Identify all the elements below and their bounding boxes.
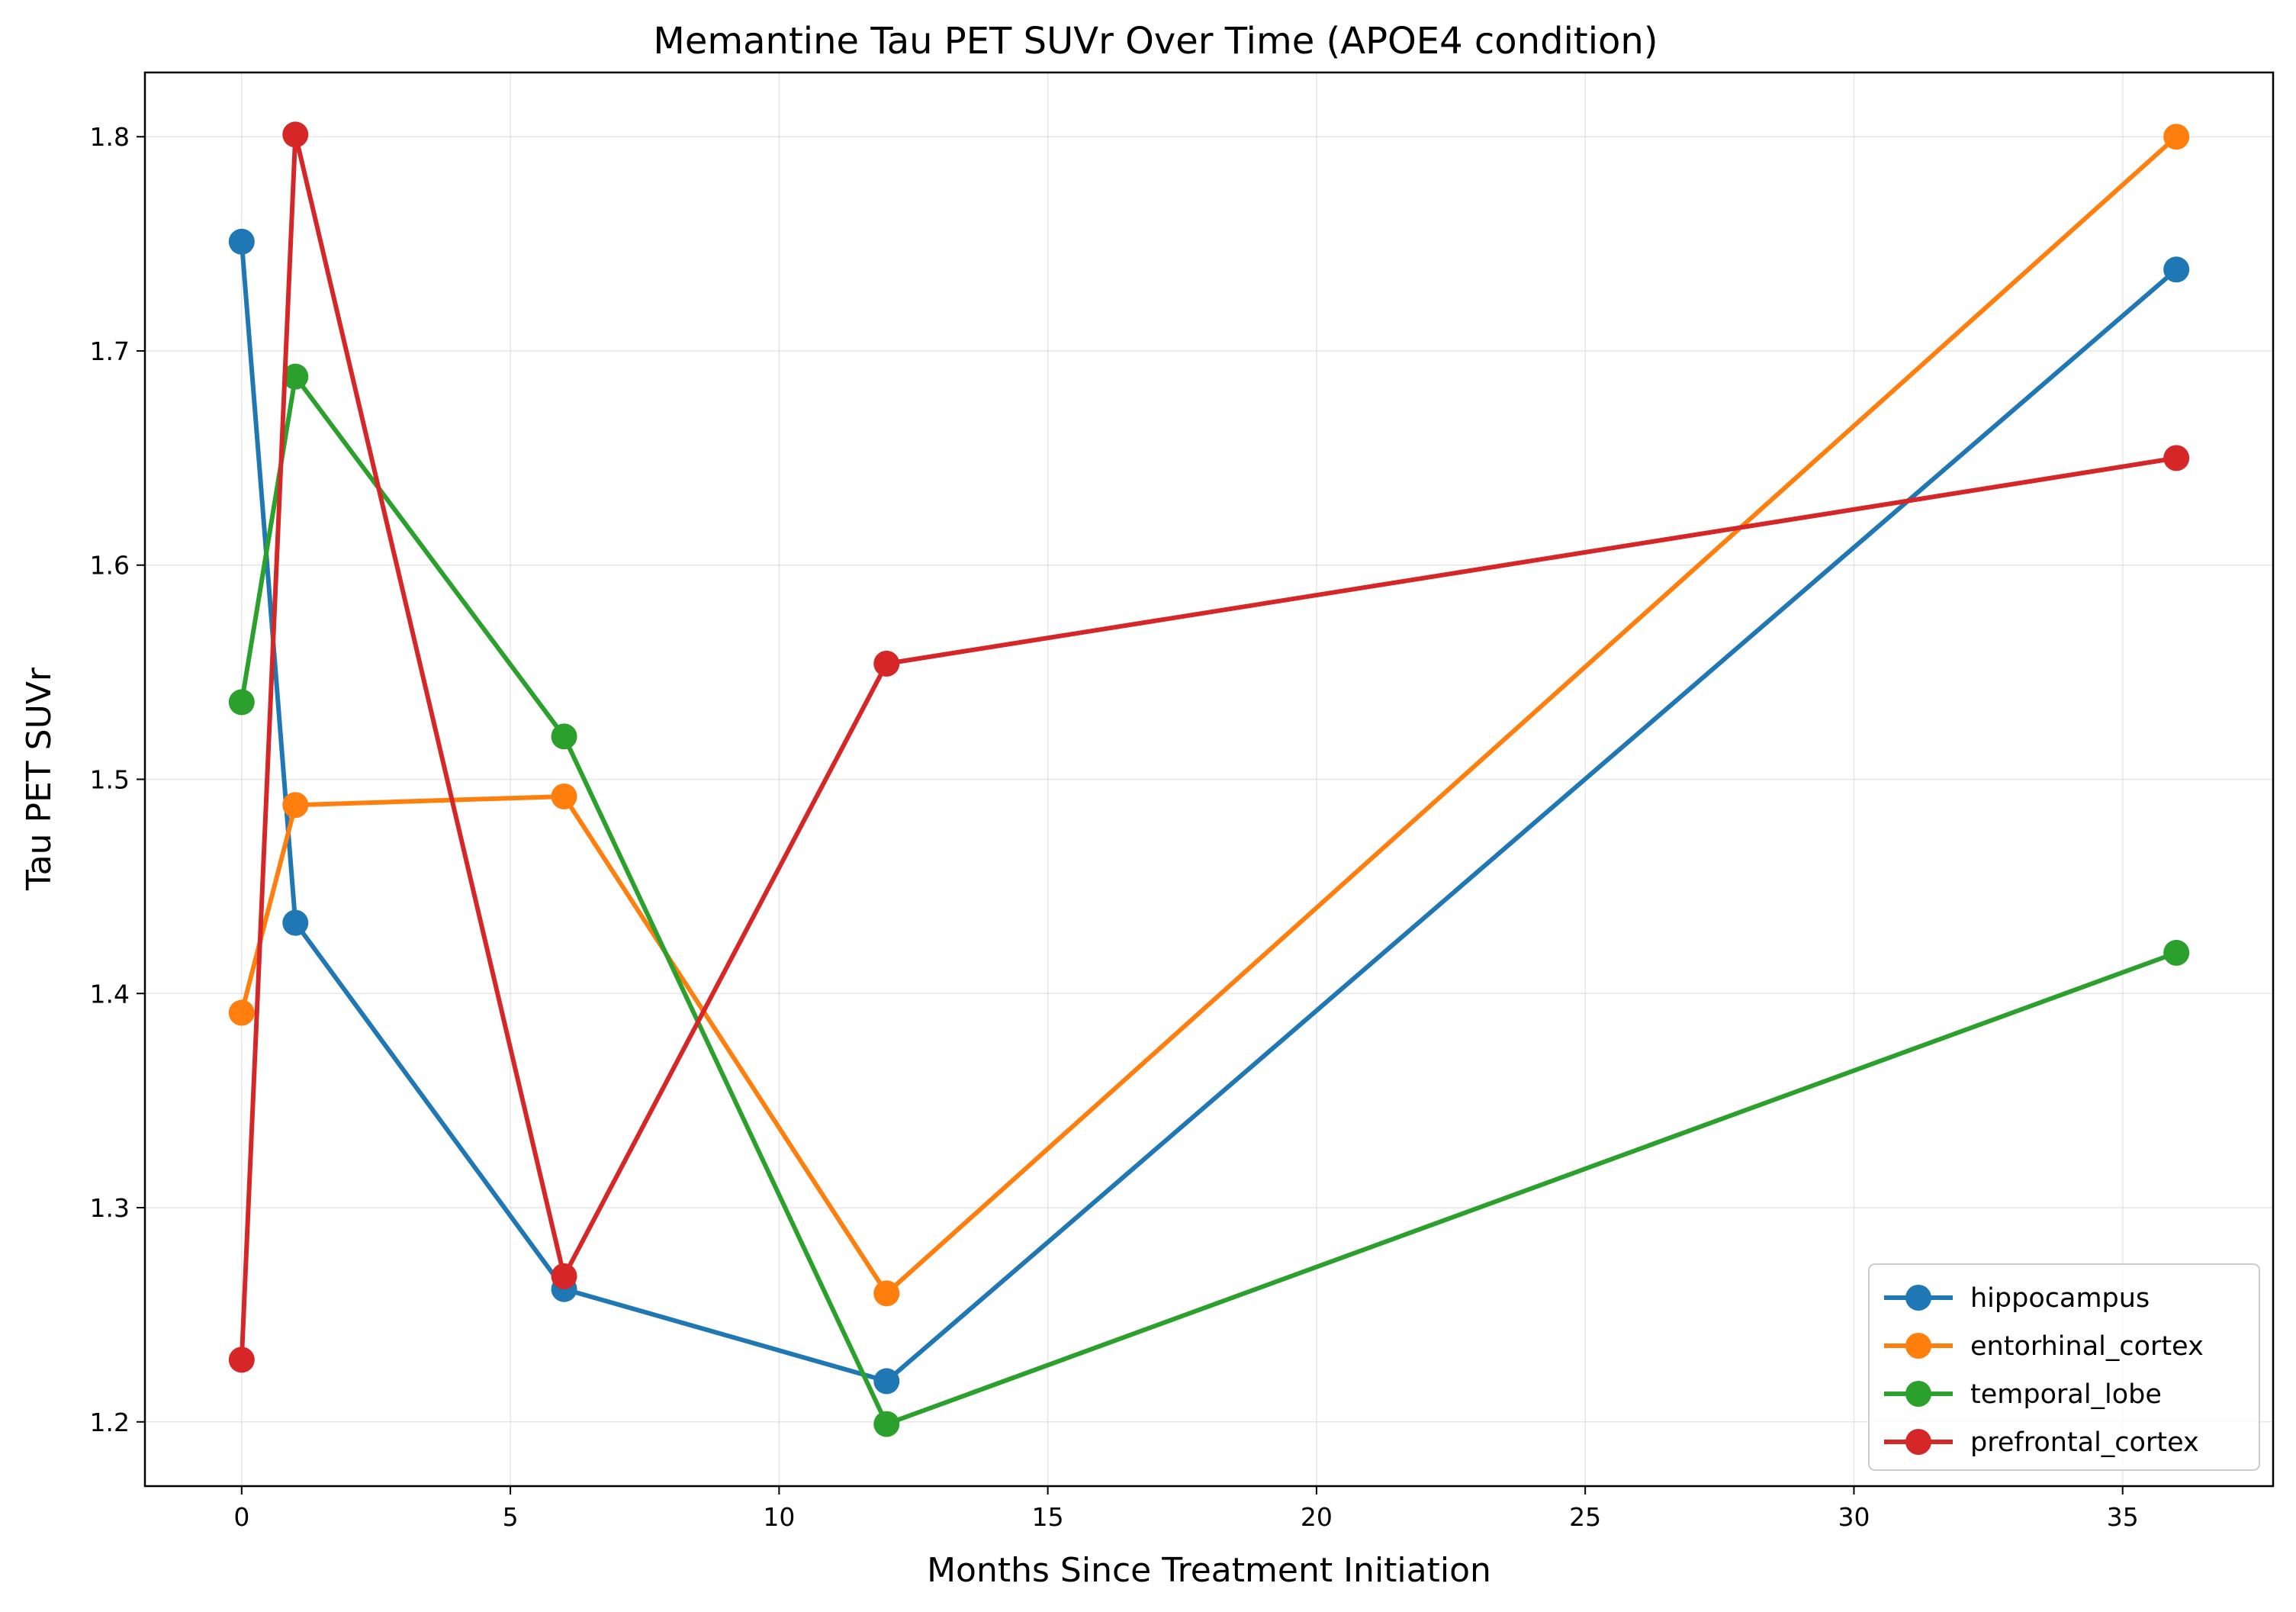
data-point bbox=[282, 363, 309, 390]
series-hippocampus bbox=[228, 228, 2190, 1395]
x-tick-label: 30 bbox=[1838, 1502, 1870, 1532]
legend-marker bbox=[1905, 1333, 1931, 1359]
legend-box bbox=[1868, 1263, 2260, 1471]
legend-label: hippocampus bbox=[1970, 1283, 2150, 1314]
data-point bbox=[228, 228, 255, 255]
y-tick-label: 1.7 bbox=[90, 336, 130, 366]
y-axis-label: Tau PET SUVr bbox=[20, 667, 59, 891]
data-point bbox=[2163, 124, 2190, 150]
x-tick-label: 0 bbox=[233, 1502, 249, 1532]
data-point bbox=[551, 1263, 577, 1289]
x-tick-label: 20 bbox=[1301, 1502, 1333, 1532]
series-line bbox=[239, 132, 2179, 1363]
y-tick-label: 1.4 bbox=[90, 979, 130, 1009]
data-point bbox=[282, 121, 309, 148]
data-point bbox=[551, 783, 577, 809]
legend-label: entorhinal_cortex bbox=[1970, 1331, 2204, 1362]
x-tick-label: 35 bbox=[2107, 1502, 2139, 1532]
legend-marker bbox=[1905, 1381, 1931, 1407]
y-tick-label: 1.8 bbox=[90, 122, 130, 152]
x-tick-label: 25 bbox=[1569, 1502, 1601, 1532]
axis-ticks: 0 5 10 15 20 25 30 35 1.2 1.3 1.4 1.5 1.6 1.7 1.8 bbox=[90, 122, 2139, 1532]
data-point bbox=[873, 1280, 900, 1307]
x-tick-label: 5 bbox=[503, 1502, 519, 1532]
series-temporal-lobe bbox=[228, 363, 2190, 1437]
data-point bbox=[2163, 256, 2190, 283]
legend-label: temporal_lobe bbox=[1970, 1379, 2162, 1410]
y-tick-label: 1.2 bbox=[90, 1408, 130, 1437]
y-tick-label: 1.6 bbox=[90, 551, 130, 581]
x-tick-label: 10 bbox=[763, 1502, 795, 1532]
data-point bbox=[2163, 445, 2190, 471]
series-prefrontal-cortex bbox=[228, 121, 2190, 1373]
legend-label: prefrontal_cortex bbox=[1970, 1427, 2199, 1458]
series-entorhinal-cortex bbox=[228, 124, 2190, 1307]
x-tick-label: 15 bbox=[1032, 1502, 1064, 1532]
data-point bbox=[2163, 939, 2190, 966]
data-point bbox=[228, 1347, 255, 1373]
legend-marker bbox=[1905, 1429, 1931, 1455]
series-line bbox=[239, 134, 2179, 1296]
data-point bbox=[873, 650, 900, 677]
data-point bbox=[282, 909, 309, 936]
data-point bbox=[228, 999, 255, 1026]
data-point bbox=[282, 792, 309, 819]
data-point bbox=[873, 1411, 900, 1437]
legend: hippocampus entorhinal_cortex temporal_lob… bbox=[1868, 1263, 2260, 1471]
data-point bbox=[551, 723, 577, 750]
y-tick-label: 1.5 bbox=[90, 765, 130, 795]
plot-series bbox=[228, 121, 2190, 1437]
legend-marker bbox=[1905, 1285, 1931, 1311]
y-tick-label: 1.3 bbox=[90, 1193, 130, 1223]
data-point bbox=[873, 1368, 900, 1395]
x-axis-label: Months Since Treatment Initiation bbox=[927, 1551, 1491, 1590]
data-point bbox=[228, 689, 255, 716]
chart-title: Memantine Tau PET SUVr Over Time (APOE4 … bbox=[653, 20, 1658, 63]
series-line bbox=[239, 239, 2179, 1384]
